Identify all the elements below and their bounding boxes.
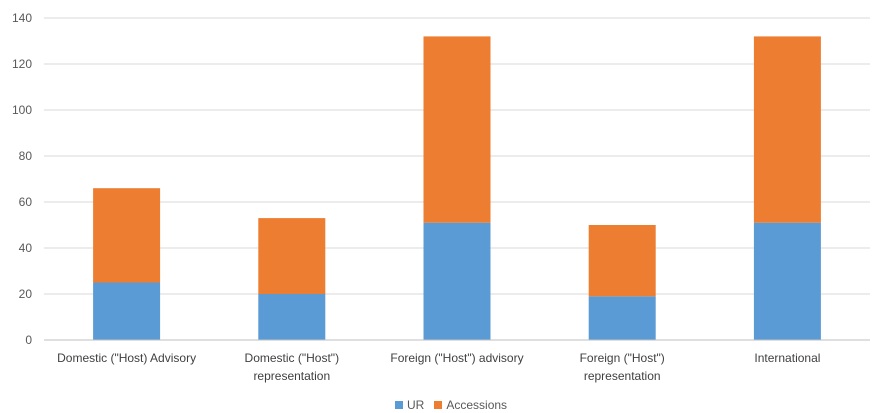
- bar-ur: [753, 222, 821, 340]
- y-tick-label: 140: [12, 11, 32, 25]
- y-tick-label: 80: [19, 149, 33, 163]
- y-tick-label: 120: [12, 57, 32, 71]
- legend-item: Accessions: [434, 398, 507, 412]
- x-category-label: International: [754, 351, 820, 365]
- legend: UR Accessions: [395, 398, 507, 412]
- y-tick-label: 20: [19, 287, 33, 301]
- bar-ur: [588, 296, 656, 340]
- x-axis-labels: Domestic ("Host) Advisory Domestic ("Host…: [57, 351, 820, 383]
- bar-accessions: [93, 188, 161, 283]
- legend-swatch: [434, 401, 443, 409]
- legend-label: Accessions: [446, 398, 508, 412]
- bar-ur: [258, 294, 326, 340]
- x-category-label: Foreign ("Host") advisory: [390, 351, 523, 365]
- legend-swatch: [395, 401, 403, 409]
- x-category-label: Foreign ("Host") representation: [580, 351, 665, 383]
- bar-ur: [93, 282, 161, 340]
- bars: [93, 36, 821, 340]
- bar-accessions: [588, 225, 656, 297]
- legend-label: UR: [407, 398, 425, 412]
- bar-accessions: [423, 36, 491, 223]
- x-category-label: Domestic ("Host") representation: [245, 351, 340, 383]
- y-axis-ticks: 0 20 40 60 80 100 120 140: [12, 11, 32, 347]
- bar-accessions: [753, 36, 821, 223]
- y-tick-label: 60: [19, 195, 33, 209]
- bar-accessions: [258, 218, 326, 294]
- y-tick-label: 100: [12, 103, 32, 117]
- y-tick-label: 0: [25, 333, 32, 347]
- y-tick-label: 40: [19, 241, 33, 255]
- legend-item: UR: [395, 398, 424, 412]
- bar-ur: [423, 222, 491, 340]
- x-category-label: Domestic ("Host) Advisory: [57, 351, 196, 365]
